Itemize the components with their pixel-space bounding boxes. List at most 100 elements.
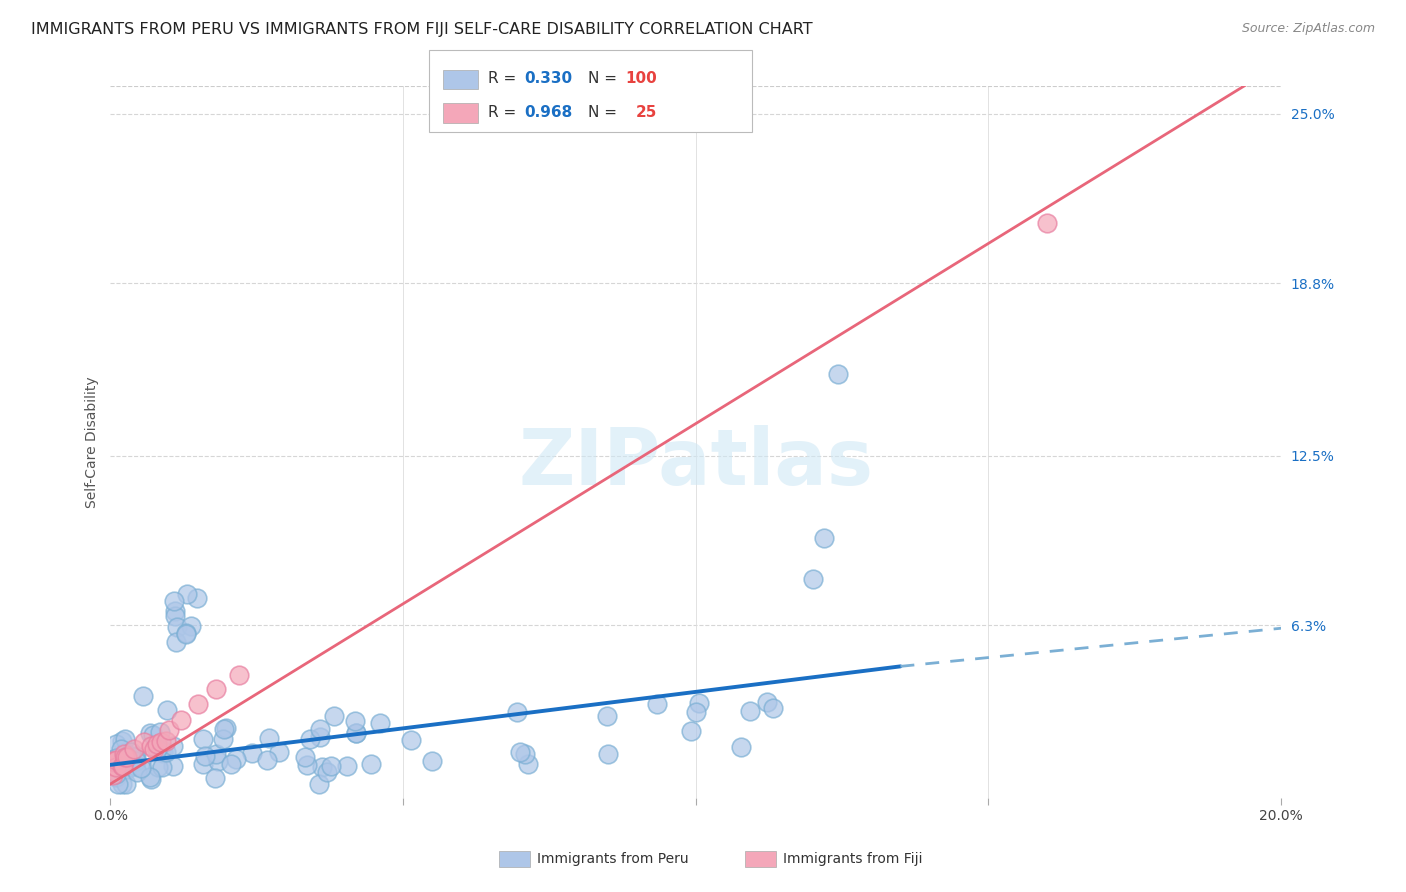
Point — [205, 747, 228, 762]
Point — [141, 772, 163, 786]
Y-axis label: Self-Care Disability: Self-Care Disability — [86, 376, 100, 508]
Point — [509, 745, 531, 759]
Point — [517, 757, 540, 772]
Text: Immigrants from Peru: Immigrants from Peru — [537, 852, 689, 866]
Text: 0.968: 0.968 — [524, 105, 572, 120]
Point — [204, 771, 226, 785]
Point — [108, 753, 131, 767]
Point — [180, 618, 202, 632]
Point — [132, 689, 155, 703]
Point — [311, 760, 333, 774]
Point — [596, 708, 619, 723]
Point — [322, 709, 344, 723]
Point — [187, 697, 209, 711]
Point — [125, 764, 148, 779]
Point — [107, 777, 129, 791]
Point — [120, 745, 142, 759]
Point — [756, 695, 779, 709]
Point — [142, 728, 165, 742]
Point — [132, 735, 155, 749]
Text: ZIPatlas: ZIPatlas — [519, 425, 873, 501]
Point — [148, 760, 170, 774]
Point — [125, 754, 148, 768]
Point — [143, 742, 166, 756]
Point — [111, 734, 134, 748]
Point — [212, 722, 235, 736]
Point — [1036, 216, 1059, 230]
Point — [309, 723, 332, 737]
Point — [103, 764, 125, 779]
Point — [204, 682, 226, 697]
Text: Source: ZipAtlas.com: Source: ZipAtlas.com — [1241, 22, 1375, 36]
Point — [309, 731, 332, 745]
Point — [827, 367, 849, 381]
Point — [681, 723, 703, 738]
Point — [165, 635, 187, 649]
Point — [104, 760, 127, 774]
Point — [596, 747, 619, 761]
Point — [111, 759, 134, 773]
Point — [360, 756, 382, 771]
Point — [129, 761, 152, 775]
Point — [740, 705, 762, 719]
Point — [150, 735, 173, 749]
Point — [124, 758, 146, 772]
Text: R =: R = — [488, 71, 522, 86]
Point — [256, 753, 278, 767]
Point — [515, 747, 537, 761]
Point — [155, 745, 177, 759]
Point — [166, 620, 188, 634]
Point — [139, 770, 162, 784]
Point — [801, 572, 824, 586]
Point — [146, 742, 169, 756]
Text: 0.330: 0.330 — [524, 71, 572, 86]
Point — [103, 758, 125, 772]
Point — [506, 706, 529, 720]
Point — [105, 767, 128, 781]
Point — [267, 745, 290, 759]
Point — [645, 697, 668, 711]
Point — [169, 713, 191, 727]
Point — [194, 749, 217, 764]
Point — [228, 668, 250, 682]
Text: IMMIGRANTS FROM PERU VS IMMIGRANTS FROM FIJI SELF-CARE DISABILITY CORRELATION CH: IMMIGRANTS FROM PERU VS IMMIGRANTS FROM … — [31, 22, 813, 37]
Point — [299, 732, 322, 747]
Point — [346, 726, 368, 740]
Point — [139, 726, 162, 740]
Point — [186, 591, 208, 606]
Point — [730, 740, 752, 755]
Point — [105, 760, 128, 774]
Point — [420, 754, 443, 768]
Point — [162, 739, 184, 753]
Point — [105, 770, 128, 784]
Point — [156, 703, 179, 717]
Point — [319, 758, 342, 772]
Point — [146, 737, 169, 751]
Point — [125, 748, 148, 763]
Point — [219, 757, 242, 772]
Point — [191, 757, 214, 772]
Point — [110, 741, 132, 756]
Text: 100: 100 — [626, 71, 658, 86]
Point — [152, 746, 174, 760]
Point — [149, 725, 172, 739]
Point — [103, 768, 125, 782]
Point — [150, 746, 173, 760]
Point — [193, 731, 215, 746]
Point — [207, 754, 229, 768]
Point — [344, 714, 367, 728]
Point — [111, 777, 134, 791]
Point — [157, 723, 180, 737]
Point — [112, 759, 135, 773]
Point — [155, 733, 177, 747]
Point — [215, 721, 238, 735]
Point — [124, 750, 146, 764]
Point — [115, 762, 138, 776]
Point — [122, 742, 145, 756]
Point — [162, 759, 184, 773]
Point — [212, 731, 235, 746]
Point — [294, 750, 316, 764]
Point — [112, 747, 135, 761]
Text: R =: R = — [488, 105, 522, 120]
Point — [336, 759, 359, 773]
